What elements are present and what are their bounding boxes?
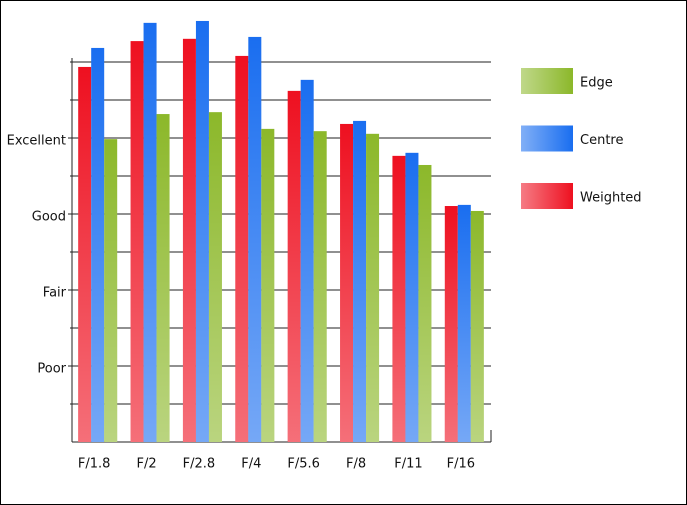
y-tick-label: Poor xyxy=(37,362,66,377)
bar-shine xyxy=(313,131,327,442)
bar-shine xyxy=(366,133,380,442)
bar-shine xyxy=(405,152,419,442)
legend-swatch-shine xyxy=(521,183,573,209)
x-tick-label: F/2 xyxy=(136,457,156,472)
legend-label: Edge xyxy=(580,76,613,91)
bar-shine xyxy=(457,204,471,442)
x-tick-label: F/8 xyxy=(346,457,366,472)
bar-shine xyxy=(130,41,144,442)
bar-shine xyxy=(195,20,209,443)
bar-shine xyxy=(235,55,249,443)
bar-shine xyxy=(208,112,222,442)
bar-shine xyxy=(91,47,105,442)
bar-shine xyxy=(182,38,196,442)
bar-shine xyxy=(287,90,301,442)
bar-shine xyxy=(300,79,314,443)
bar-shine xyxy=(444,206,458,442)
bar-shine xyxy=(143,22,157,443)
legend-label: Centre xyxy=(580,133,623,148)
bar-shine xyxy=(392,155,406,443)
bar-shine xyxy=(104,139,118,442)
legend-swatch-shine xyxy=(521,125,573,152)
bar-shine xyxy=(418,164,432,443)
bar-shine xyxy=(261,128,275,442)
bar-shine xyxy=(248,36,262,443)
bar-shine xyxy=(353,120,367,443)
legend-swatch-shine xyxy=(521,68,573,94)
x-tick-label: F/1.8 xyxy=(78,457,111,472)
bar-shine xyxy=(78,66,92,442)
y-tick-label: Good xyxy=(32,210,66,225)
x-tick-label: F/4 xyxy=(241,457,261,472)
bar-shine xyxy=(470,210,484,442)
y-tick-label: Fair xyxy=(43,286,67,301)
legend-label: Weighted xyxy=(580,191,642,206)
bar-shine xyxy=(340,123,354,442)
x-tick-label: F/11 xyxy=(394,457,422,472)
y-tick-label: Excellent xyxy=(7,134,66,149)
bar-shine xyxy=(156,114,170,442)
x-tick-label: F/2.8 xyxy=(183,457,216,472)
x-tick-label: F/5.6 xyxy=(287,457,320,472)
x-tick-label: F/16 xyxy=(447,457,475,472)
